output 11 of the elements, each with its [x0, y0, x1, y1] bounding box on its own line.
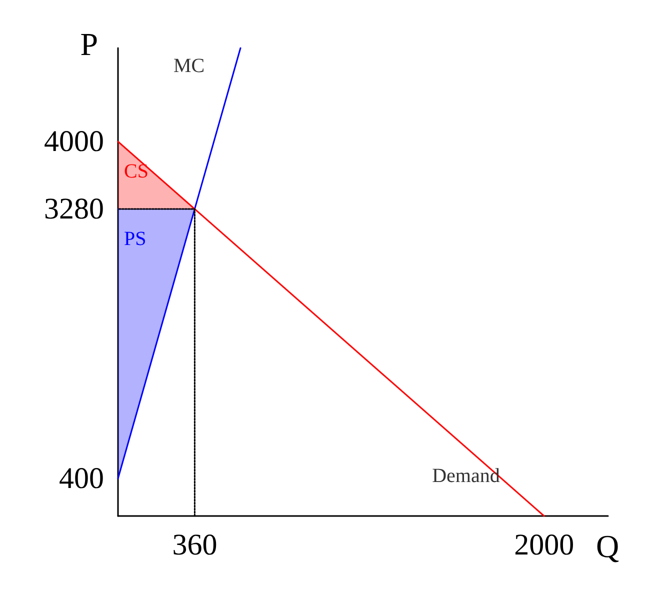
x-tick-label: 360	[172, 528, 218, 562]
series-label: CS	[124, 160, 148, 183]
series-label: Demand	[432, 465, 500, 487]
y-axis-title: P	[80, 26, 98, 62]
series-label: MC	[174, 55, 205, 77]
y-tick-label: 4000	[44, 125, 104, 158]
x-axis-title: Q	[596, 528, 620, 564]
series-label: PS	[124, 228, 146, 250]
y-tick-label: 3280	[44, 192, 104, 226]
x-tick-label: 2000	[514, 528, 574, 562]
y-tick-label: 400	[59, 462, 104, 496]
